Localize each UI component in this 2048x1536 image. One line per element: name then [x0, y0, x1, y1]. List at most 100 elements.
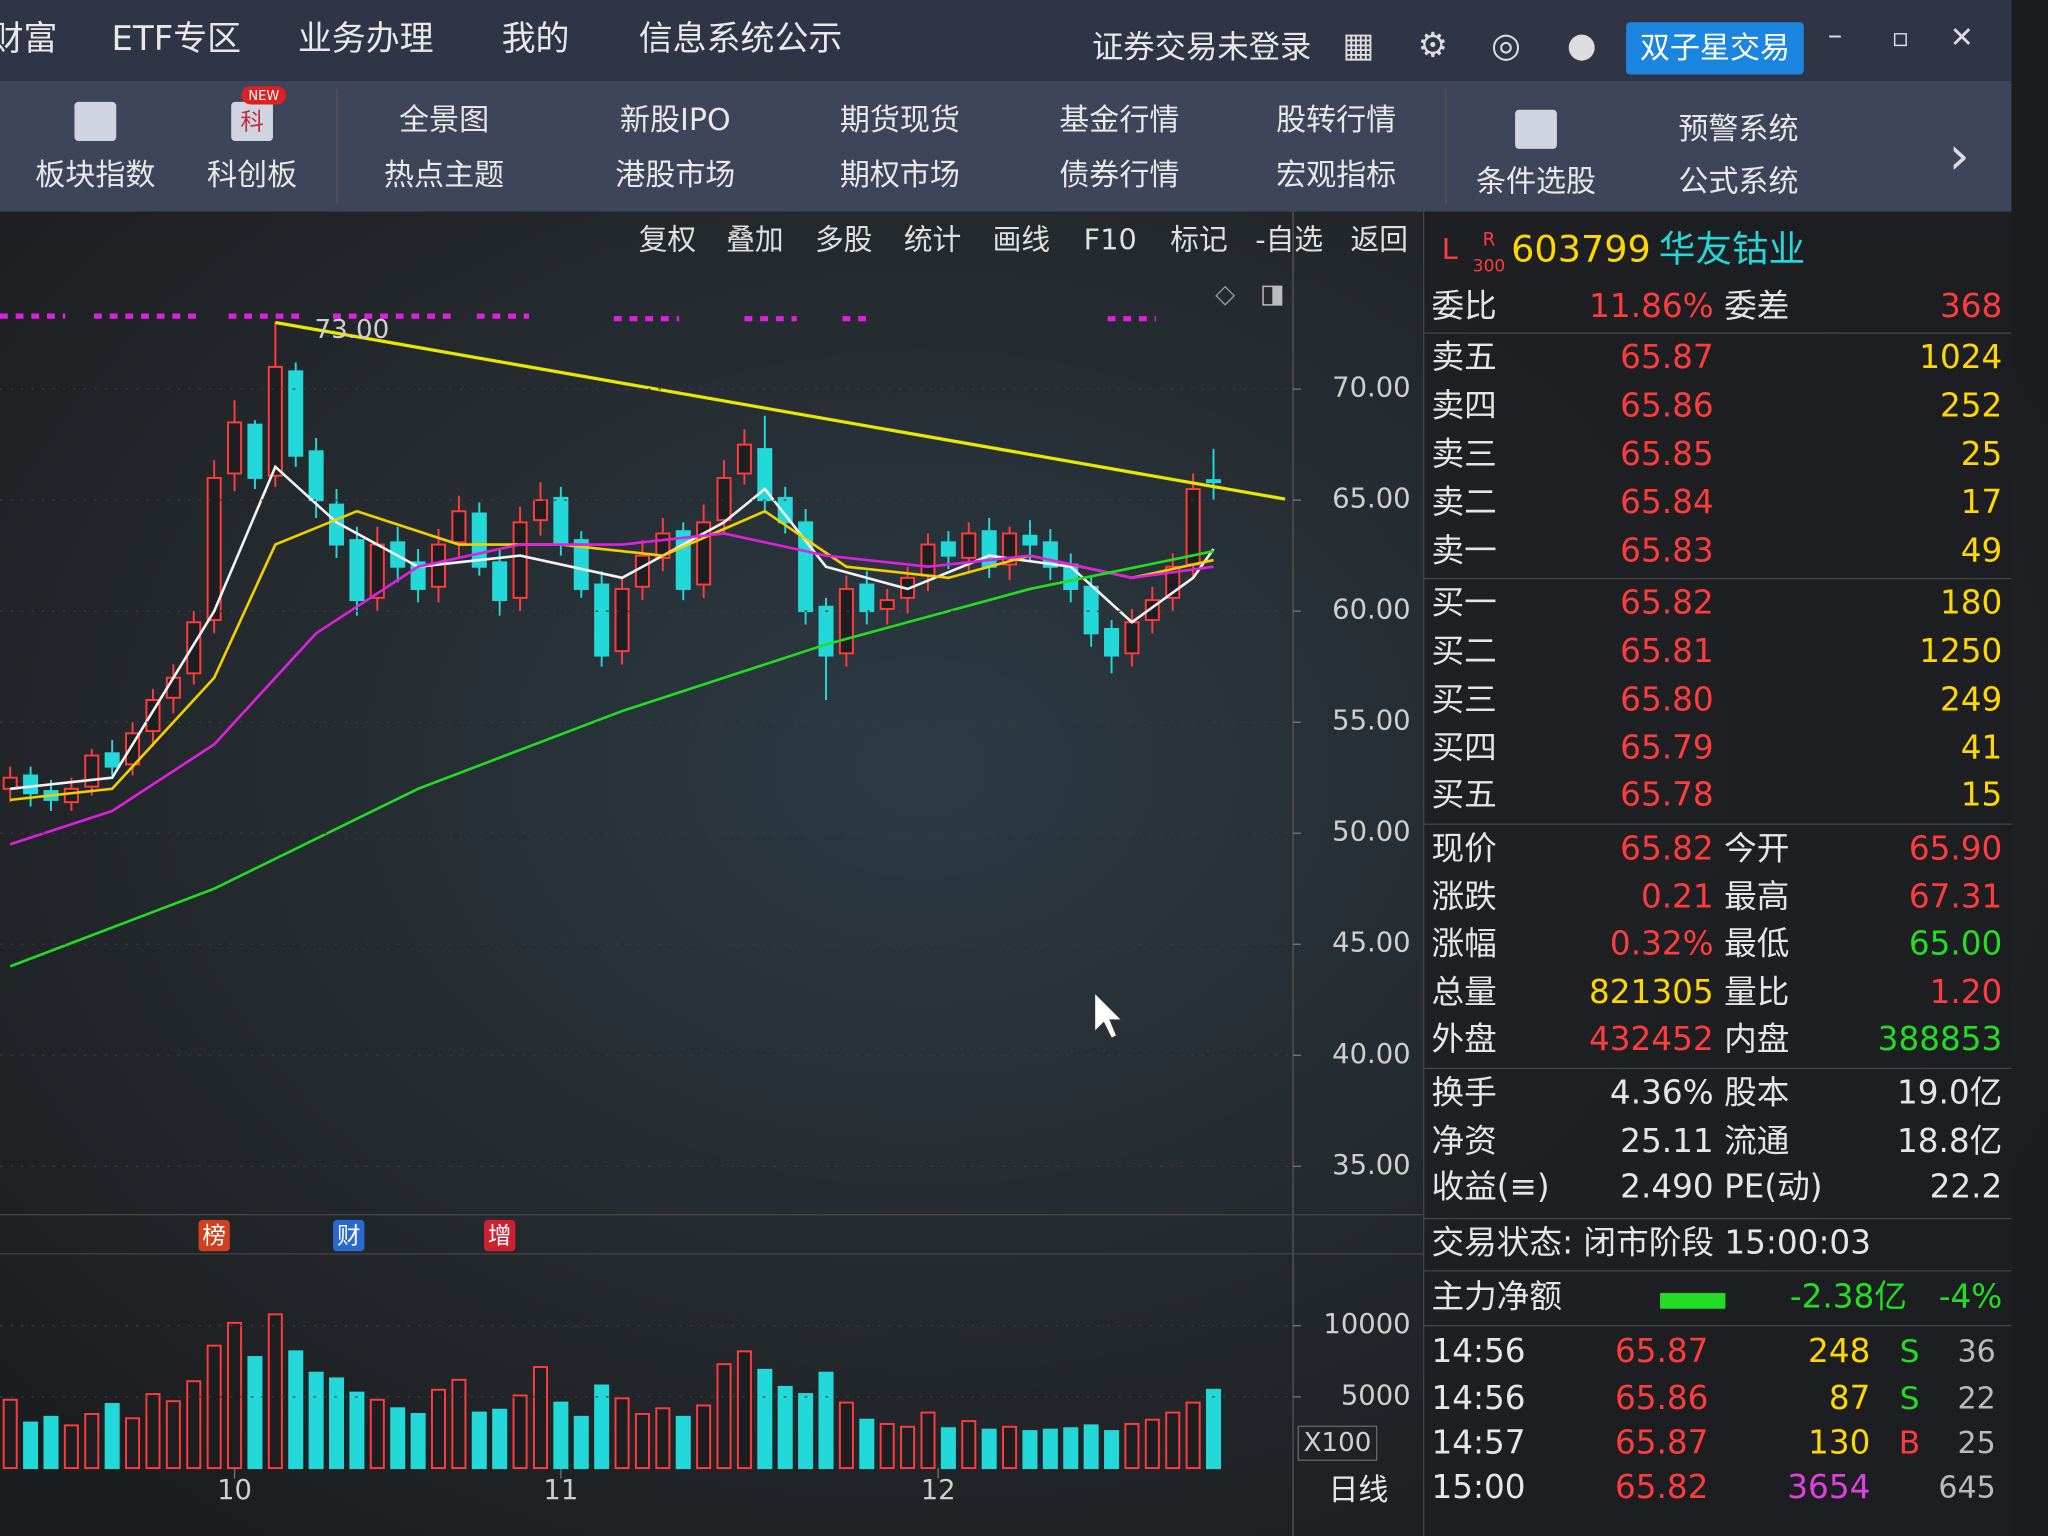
event-marker[interactable] — [333, 1219, 365, 1252]
candle-body — [451, 510, 467, 544]
toolbar-item[interactable]: 全景图 — [399, 103, 489, 138]
event-marker[interactable] — [198, 1219, 230, 1252]
trend-label: 73.00 — [315, 315, 390, 345]
book-volume: 25 — [1961, 435, 2003, 473]
next-arrow[interactable]: › — [1949, 126, 1970, 186]
toolbar-item[interactable]: 公式系统 — [1678, 164, 1798, 199]
minimize[interactable]: – — [1828, 18, 1842, 52]
close[interactable]: ✕ — [1950, 20, 1974, 54]
candle-body — [84, 754, 100, 788]
volume-bar — [1124, 1422, 1140, 1470]
volume-bar — [798, 1393, 814, 1470]
maximize[interactable]: ▫ — [1892, 24, 1910, 54]
toolbar-item[interactable]: 新股IPO — [620, 103, 731, 138]
chart-tool[interactable]: F10 — [1084, 223, 1137, 257]
tick-side: B — [1899, 1426, 1921, 1462]
toolbar-item[interactable]: 科创板 — [207, 158, 297, 193]
candle-body — [573, 539, 589, 590]
candle-body — [63, 787, 79, 804]
toolbar-item[interactable]: 基金行情 — [1059, 103, 1179, 138]
ma-line — [9, 532, 1214, 846]
tick-count: 645 — [1938, 1470, 1995, 1505]
book-label: 卖二 — [1432, 483, 1497, 521]
menu-item[interactable]: 财富 — [0, 19, 57, 59]
trade-button[interactable]: 双子星交易 — [1640, 31, 1790, 66]
flow-label: 主力净额 — [1432, 1277, 1563, 1315]
x-tick-label: 11 — [543, 1475, 578, 1506]
menu-item[interactable]: 我的 — [502, 19, 570, 59]
candle-body — [1083, 585, 1099, 635]
volume-bar — [43, 1415, 59, 1470]
volume-bar — [186, 1380, 202, 1470]
badge: NEW — [248, 89, 279, 104]
candle-body — [675, 530, 691, 590]
panel-icon[interactable]: ◨ — [1260, 280, 1285, 310]
toolbar-icon[interactable] — [1515, 109, 1557, 149]
toolbar-item[interactable]: 港股市场 — [615, 158, 735, 193]
toolbar-item[interactable]: 期货现货 — [840, 103, 960, 138]
flag: R — [1483, 229, 1496, 250]
book-label: 买四 — [1432, 729, 1497, 767]
toolbar-item[interactable]: 预警系统 — [1678, 112, 1798, 147]
stat-value: 65.00 — [1909, 925, 2002, 963]
chart-tool[interactable]: 复权 — [639, 223, 696, 257]
volume-bar — [23, 1421, 39, 1470]
book-volume: 41 — [1961, 729, 2003, 767]
menu-item[interactable]: ETF专区 — [112, 19, 242, 59]
settings-icon[interactable]: ⚙ — [1418, 26, 1448, 66]
chat-icon[interactable]: ● — [1567, 26, 1597, 66]
flow-pct: -4% — [1939, 1277, 2003, 1315]
chart-tool[interactable]: 叠加 — [726, 223, 783, 257]
volume-bar — [369, 1398, 385, 1470]
event-label: 榜 — [202, 1221, 226, 1249]
book-label: 卖四 — [1432, 387, 1497, 425]
trade-button-bg[interactable] — [1626, 22, 1804, 75]
chart-tool[interactable]: -自选 — [1255, 223, 1323, 257]
toolbar-icon[interactable] — [74, 101, 117, 142]
chart-tool[interactable]: 多股 — [815, 223, 872, 257]
volume-bar — [125, 1417, 141, 1470]
toolbar-item[interactable]: 宏观指标 — [1276, 158, 1396, 193]
unit-box — [1297, 1425, 1378, 1461]
link-icon[interactable]: ◎ — [1491, 26, 1521, 66]
row-label: 委差 — [1724, 287, 1789, 325]
chart-tool[interactable]: 标记 — [1170, 223, 1227, 257]
book-volume: 180 — [1940, 584, 2002, 622]
chart-tool[interactable]: 统计 — [904, 223, 961, 257]
chart-tool[interactable]: 画线 — [993, 223, 1050, 257]
volume-bar — [247, 1356, 263, 1470]
stat-value: 2.490 — [1620, 1168, 1713, 1206]
chart-tool[interactable]: 返回 — [1351, 223, 1408, 257]
login-status[interactable]: 证券交易未登录 — [1092, 29, 1311, 65]
toolbar-icon[interactable] — [231, 101, 273, 142]
grid-icon[interactable]: ▦ — [1342, 26, 1374, 66]
stat-label: 股本 — [1724, 1074, 1789, 1112]
diamond-icon[interactable]: ◇ — [1215, 280, 1235, 310]
book-price: 65.82 — [1620, 584, 1713, 622]
candle-body — [920, 543, 936, 577]
y-tick-label: 40.00 — [1332, 1039, 1410, 1070]
volume-bar — [1206, 1388, 1222, 1470]
candle-body — [492, 561, 508, 602]
book-price: 65.78 — [1620, 776, 1713, 814]
toolbar-item[interactable]: 热点主题 — [384, 158, 504, 193]
toolbar-item[interactable]: 期权市场 — [840, 158, 960, 193]
event-marker[interactable] — [484, 1219, 516, 1252]
candle-body — [288, 370, 304, 457]
stat-label: 最高 — [1724, 878, 1789, 916]
volume-bar — [675, 1415, 691, 1470]
toolbar-item[interactable]: 条件选股 — [1476, 164, 1596, 199]
book-label: 卖三 — [1432, 435, 1497, 473]
volume-bar — [920, 1411, 936, 1470]
period[interactable]: 日线 — [1328, 1473, 1388, 1508]
book-volume: 17 — [1961, 483, 2003, 521]
event-label: 财 — [337, 1221, 361, 1249]
stat-value: 0.32% — [1610, 925, 1714, 963]
menu-item[interactable]: 业务办理 — [298, 19, 434, 59]
toolbar-item[interactable]: 板块指数 — [35, 158, 155, 193]
stat-value: 67.31 — [1909, 878, 2002, 916]
toolbar-item[interactable]: 债券行情 — [1059, 158, 1179, 193]
menu-item[interactable]: 信息系统公示 — [639, 19, 843, 59]
volume-bar — [63, 1424, 79, 1470]
toolbar-item[interactable]: 股转行情 — [1276, 103, 1396, 138]
